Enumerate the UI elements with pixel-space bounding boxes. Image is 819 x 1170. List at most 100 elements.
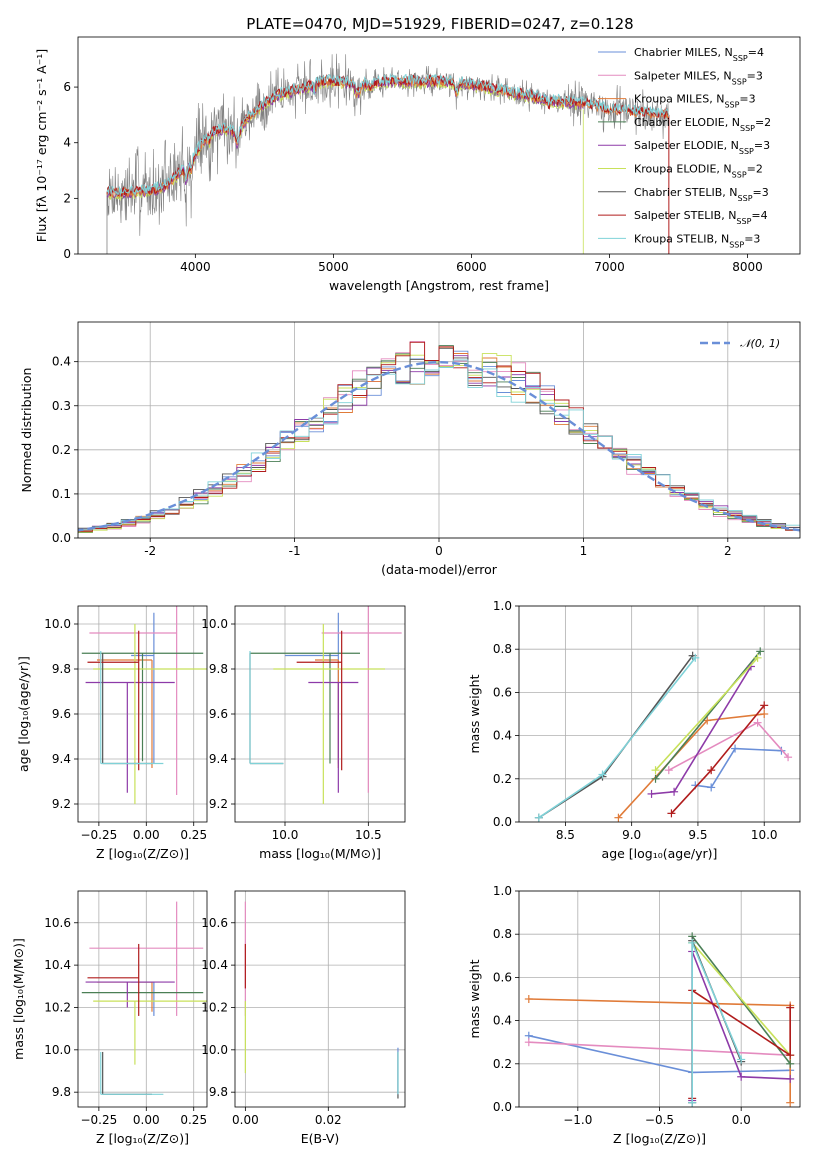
plot-area — [106, 53, 670, 254]
axes-frame: 8.5 9.0 9.5 10.0 0.0 0.2 0.4 0.6 0.8 1.0 age [log₁… — [467, 599, 801, 861]
y-axis-label: mass weight — [467, 674, 482, 753]
series-line — [617, 713, 765, 819]
model-spectrum-salpeter-stelib — [106, 73, 669, 197]
legend-label-chabrier-stelib: Chabrier STELIB, NSSP=3 — [634, 186, 769, 203]
series-kroupa-miles — [614, 710, 769, 822]
errorbar-chabrier-stelib — [249, 653, 284, 765]
legend-suffix: =4 — [751, 209, 767, 222]
errorbar-kroupa-stelib — [100, 651, 164, 765]
x-axis-label: (data-model)/error — [381, 562, 498, 577]
x-tick-label: 7000 — [594, 260, 625, 274]
series-kroupa-elodie — [651, 653, 762, 775]
legend-suffix: =4 — [748, 46, 764, 59]
legend-label-kroupa-stelib: Kroupa STELIB, NSSP=3 — [634, 232, 760, 249]
spectrum-panel: 4000 5000 6000 7000 8000 0 2 4 6 wavelength [Angs… — [34, 36, 801, 293]
mass-weight-vs-metallicity-panel: −1.0 −0.5 0.0 0.0 0.2 0.4 0.6 0.8 1.0 Z [log₁₀(Z/… — [467, 884, 801, 1146]
y-tick-label: 9.2 — [209, 797, 228, 811]
errorbar-salpeter-miles — [89, 606, 178, 795]
y-tick-label: 1.0 — [493, 599, 512, 613]
series-chabrier-miles — [691, 744, 786, 792]
y-tick-label: 9.6 — [209, 707, 228, 721]
errorbar-kroupa-stelib — [249, 651, 284, 765]
axes-border — [77, 605, 208, 823]
plot-area — [78, 340, 800, 535]
axes-border — [518, 890, 801, 1108]
y-tick-label: 0.2 — [493, 772, 512, 786]
grid — [78, 891, 207, 1107]
x-tick-label: 10.0 — [272, 828, 299, 842]
legend-suffix: =3 — [744, 232, 760, 245]
x-axis-label: Z [log₁₀(Z/Z⊙)] — [613, 1131, 706, 1146]
x-tick-label: 4000 — [180, 260, 211, 274]
x-tick-label: 10.5 — [355, 828, 382, 842]
errorbar-salpeter-stelib — [296, 630, 343, 771]
y-tick-label: 0.8 — [493, 642, 512, 656]
plot-area — [244, 901, 399, 1099]
y-tick-label: 0.1 — [52, 487, 71, 501]
mass-weight-vs-age-panel: 8.5 9.0 9.5 10.0 0.0 0.2 0.4 0.6 0.8 1.0 age [log₁… — [467, 599, 801, 861]
x-axis-label: wavelength [Angstrom, rest frame] — [329, 278, 549, 293]
legend-suffix: =2 — [755, 116, 771, 129]
series-chabrier-stelib — [534, 651, 697, 822]
x-tick-label: -1 — [289, 544, 301, 558]
errorbar-kroupa-elodie — [273, 624, 385, 804]
y-tick-label: 10.4 — [44, 958, 71, 972]
x-tick-label: 6000 — [456, 260, 487, 274]
x-axis-label: age [log₁₀(age/yr)] — [602, 846, 718, 861]
plot-area — [534, 647, 793, 822]
legend-label-salpeter-elodie: Salpeter ELODIE, NSSP=3 — [634, 139, 770, 156]
y-tick-label: 0.6 — [493, 970, 512, 984]
y-tick-label: 10.0 — [201, 1043, 228, 1057]
grid — [235, 891, 405, 1107]
legend: Chabrier MILES, NSSP=4 Salpeter MILES, NS… — [598, 46, 771, 249]
legend-label-kroupa-elodie: Kroupa ELODIE, NSSP=2 — [634, 163, 763, 180]
x-tick-label: 0.00 — [232, 1113, 259, 1127]
series-line — [668, 721, 789, 771]
errorbar-chabrier-elodie — [81, 652, 204, 762]
model-spectrum-kroupa-elodie — [106, 77, 584, 201]
y-tick-label: 0.2 — [493, 1057, 512, 1071]
x-axis-label: Z [log₁₀(Z/Z⊙)] — [96, 846, 189, 861]
legend-label-chabrier-miles: Chabrier MILES, NSSP=4 — [634, 46, 764, 63]
y-tick-label: 0 — [63, 247, 71, 261]
y-tick-label: 0.6 — [493, 685, 512, 699]
y-tick-label: 9.4 — [52, 752, 71, 766]
y-axis-label: age [log₁₀(age/yr)] — [16, 656, 31, 772]
x-tick-label: 10.0 — [751, 828, 778, 842]
errorbar-salpeter-miles — [89, 901, 204, 1016]
x-axis-label: E(B-V) — [301, 1131, 340, 1146]
y-tick-label: 1.0 — [493, 884, 512, 898]
x-tick-label: 0.0 — [732, 1113, 751, 1127]
figure-title: PLATE=0470, MJD=51929, FIBERID=0247, z=0… — [246, 15, 633, 33]
axes-frame: 0.00 0.02 9.8 10.0 10.2 10.4 10.6 E(B-V) — [201, 890, 406, 1146]
legend-subscript: SSP — [733, 54, 748, 63]
x-tick-label: −0.25 — [80, 828, 117, 842]
age-vs-metallicity-panel: −0.25 0.00 0.25 9.2 9.4 9.6 9.8 10.0 Z [log₁₀(Z/… — [16, 605, 208, 861]
x-tick-label: 2 — [724, 544, 732, 558]
series-kroupa-stelib — [688, 938, 746, 1107]
errorbar-kroupa-elodie — [93, 624, 207, 804]
y-axis-label: mass [log₁₀(M/M⊙)] — [11, 938, 26, 1060]
legend-suffix: =3 — [754, 139, 770, 152]
errorbar-salpeter-miles — [321, 606, 402, 793]
x-tick-label: 1 — [580, 544, 588, 558]
errorbar-chabrier-stelib — [102, 1051, 152, 1095]
x-tick-label: 0.25 — [180, 828, 207, 842]
axes-frame: -2 -1 0 1 2 0.0 0.1 0.2 0.3 0.4 (data-model)/error… — [19, 321, 801, 577]
legend-subscript: SSP — [740, 123, 755, 132]
x-tick-label: 5000 — [318, 260, 349, 274]
legend-suffix: =2 — [747, 163, 763, 176]
legend-suffix: =3 — [753, 186, 769, 199]
series-line — [654, 650, 761, 780]
y-tick-label: 0.2 — [52, 443, 71, 457]
y-tick-label: 9.4 — [209, 752, 228, 766]
axes-frame: −0.25 0.00 0.25 9.2 9.4 9.6 9.8 10.0 Z [log₁₀(Z/… — [16, 605, 208, 861]
legend-subscript: SSP — [739, 147, 754, 156]
legend-suffix: =3 — [739, 93, 755, 106]
axes-frame: −1.0 −0.5 0.0 0.0 0.2 0.4 0.6 0.8 1.0 Z [log₁₀(Z/… — [467, 884, 801, 1146]
series-salpeter-miles — [664, 718, 793, 775]
series-line — [538, 657, 696, 819]
plot-area — [81, 606, 207, 804]
axes-border — [77, 36, 801, 255]
legend-subscript: SSP — [729, 240, 744, 249]
